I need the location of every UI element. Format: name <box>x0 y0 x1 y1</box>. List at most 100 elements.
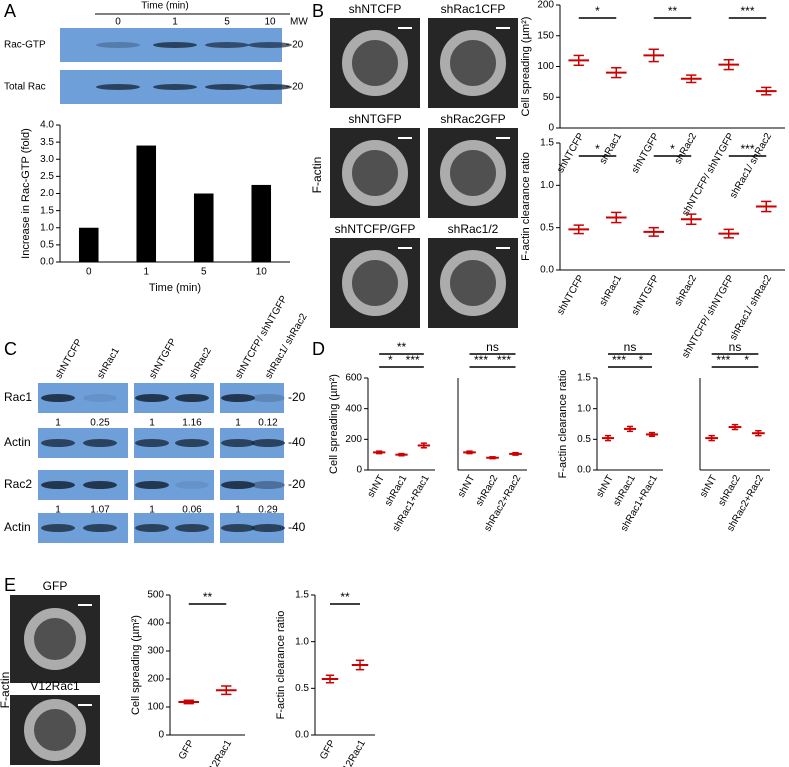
quantification: 1 <box>149 418 155 429</box>
band <box>175 524 209 532</box>
bar <box>136 145 157 262</box>
band <box>135 394 169 402</box>
x-tick-label: V12Rac1 <box>204 738 234 767</box>
lane-label: shNTCFP <box>53 337 85 381</box>
band <box>221 481 255 489</box>
y-tick-label: 300 <box>147 646 164 657</box>
significance-label: ** <box>668 4 678 18</box>
y-tick-label: 0.0 <box>577 465 591 476</box>
band <box>135 524 169 532</box>
y-tick-label: 0.5 <box>577 434 591 445</box>
mw-label: -40 <box>288 435 306 449</box>
panel-label: D <box>312 339 325 359</box>
quantification: 0.06 <box>182 505 202 516</box>
band <box>251 439 285 447</box>
y-tick-label: 0.0 <box>295 730 309 741</box>
cell-ring <box>342 30 408 96</box>
significance-label: * <box>595 142 600 156</box>
band <box>251 394 285 402</box>
lane-label: shRac1 <box>95 346 122 381</box>
y-tick-label: 200 <box>147 674 164 685</box>
band <box>205 84 249 90</box>
y-tick-label: 1.0 <box>540 180 554 191</box>
y-tick-label: 0 <box>548 123 554 134</box>
x-tick-label: shNT <box>594 473 615 499</box>
band <box>248 84 292 90</box>
band <box>175 481 209 489</box>
image-label: shRac2GFP <box>440 112 505 126</box>
y-axis-label: Increase in Rac-GTP (fold) <box>20 128 32 259</box>
image-label: shNTGFP <box>348 112 401 126</box>
band <box>83 394 117 402</box>
quantification: 1 <box>55 505 61 516</box>
y-axis-label: F-actin clearance ratio <box>557 370 569 479</box>
x-tick-label: shNTGFP <box>630 273 662 317</box>
band <box>41 481 75 489</box>
band <box>83 481 117 489</box>
quantification: 0.12 <box>258 418 278 429</box>
band <box>175 394 209 402</box>
significance-label: * <box>388 353 393 367</box>
band <box>221 394 255 402</box>
quantification: 0.29 <box>258 505 278 516</box>
x-tick-label: shRac1 <box>598 131 625 166</box>
significance-label: *** <box>716 353 730 367</box>
y-tick-label: 0 <box>356 465 362 476</box>
mw-label: -20 <box>288 390 306 404</box>
y-tick-label: 1.5 <box>295 590 309 601</box>
y-tick-label: 1.5 <box>540 138 554 149</box>
x-tick-label: 5 <box>201 267 207 278</box>
y-tick-label: 0.0 <box>540 265 554 276</box>
y-tick-label: 400 <box>147 618 164 629</box>
significance-label: ** <box>203 590 213 604</box>
y-tick-label: 600 <box>345 373 362 384</box>
y-tick-label: 2.5 <box>40 171 54 182</box>
significance-label: ns <box>729 340 742 354</box>
x-tick-label: 0 <box>86 267 92 278</box>
band <box>41 394 75 402</box>
mw-label: -40 <box>288 520 306 534</box>
band <box>83 439 117 447</box>
x-tick-label: GFP <box>318 738 338 762</box>
x-tick-label: 10 <box>256 267 268 278</box>
stain-label: F-actin <box>310 157 324 194</box>
band <box>135 439 169 447</box>
panel-label: B <box>312 1 324 21</box>
panel-label: E <box>4 575 16 595</box>
cell-ring <box>440 250 506 316</box>
band <box>83 524 117 532</box>
lane-label: 1 <box>172 17 178 28</box>
band <box>205 42 249 48</box>
y-tick-label: 2.0 <box>40 188 54 199</box>
y-tick-label: 0.0 <box>40 257 54 268</box>
y-tick-label: 200 <box>345 434 362 445</box>
band <box>135 481 169 489</box>
significance-label: *** <box>406 353 420 367</box>
bar <box>78 227 99 262</box>
y-axis-label: Cell spreading (µm²) <box>328 374 340 474</box>
y-tick-label: 100 <box>147 702 164 713</box>
y-axis-label: Cell spreading (µm²) <box>130 615 142 715</box>
quantification: 1 <box>55 418 61 429</box>
quantification: 1 <box>149 505 155 516</box>
x-tick-label: 1 <box>143 267 149 278</box>
cell-ring <box>440 30 506 96</box>
band <box>153 84 197 90</box>
mw-header: MW <box>290 17 308 28</box>
image-label: shNTCFP <box>349 2 402 16</box>
significance-label: ns <box>486 340 499 354</box>
x-tick-label: GFP <box>177 738 197 762</box>
y-tick-label: 500 <box>147 590 164 601</box>
y-tick-label: 150 <box>537 30 554 41</box>
image-label: shNTCFP/GFP <box>335 222 416 236</box>
cell-ring <box>342 140 408 206</box>
quantification: 1.07 <box>90 505 110 516</box>
x-tick-label: shRac2 <box>673 131 700 166</box>
y-tick-label: 0.5 <box>40 240 54 251</box>
quantification: 0.25 <box>90 418 110 429</box>
x-axis-label: Time (min) <box>149 282 201 294</box>
band <box>153 42 197 48</box>
cell-ring <box>24 608 86 670</box>
y-tick-label: 100 <box>537 61 554 72</box>
